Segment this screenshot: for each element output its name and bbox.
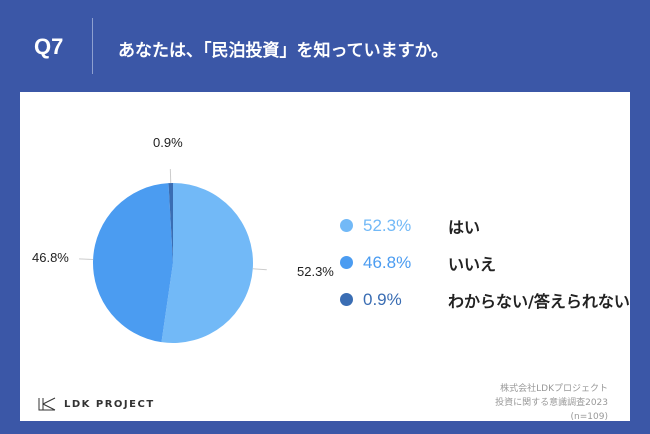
pie-chart	[79, 169, 267, 343]
legend-item-unknown: 0.9% わからない/答えられない	[340, 281, 630, 318]
legend-dot-icon	[340, 219, 353, 232]
data-label-no: 46.8%	[32, 250, 69, 265]
source-note: 株式会社LDKプロジェクト 投資に関する意識調査2023 (n=109)	[495, 382, 608, 424]
header-divider	[92, 18, 93, 74]
pie-slice-unknown	[168, 183, 173, 263]
leader-line	[252, 268, 267, 271]
legend-item-yes: 52.3% はい	[340, 207, 630, 244]
chart-card: 52.3% 46.8% 0.9% 52.3% はい 46.8% いいえ 0.9%…	[20, 92, 630, 424]
pie-slice-no	[93, 183, 173, 343]
source-line: 株式会社LDKプロジェクト	[500, 384, 608, 394]
legend-label: わからない/答えられない	[448, 291, 630, 311]
legend-dot-icon	[340, 256, 353, 269]
legend-label: いいえ	[448, 254, 497, 274]
leader-line	[79, 258, 94, 260]
legend-dot-icon	[340, 293, 353, 306]
legend-label: はい	[448, 217, 481, 237]
ldk-logo: LDK PROJECT	[38, 397, 155, 411]
legend-value: 0.9%	[363, 289, 402, 309]
question-title: あなたは、「民泊投資」を知っていますか。	[118, 41, 449, 61]
legend-value: 46.8%	[363, 252, 412, 272]
legend-item-no: 46.8% いいえ	[340, 244, 630, 281]
logo-text: LDK PROJECT	[64, 398, 155, 410]
pie-slice-yes	[161, 183, 254, 343]
data-label-unknown: 0.9%	[153, 135, 183, 150]
ldk-logo-icon	[38, 397, 56, 411]
legend: 52.3% はい 46.8% いいえ 0.9% わからない/答えられない	[340, 207, 630, 318]
source-line: 投資に関する意識調査2023	[495, 398, 608, 408]
question-number: Q7	[34, 34, 64, 59]
source-line: (n=109)	[570, 412, 608, 422]
data-label-yes: 52.3%	[297, 264, 334, 279]
legend-value: 52.3%	[363, 215, 412, 235]
